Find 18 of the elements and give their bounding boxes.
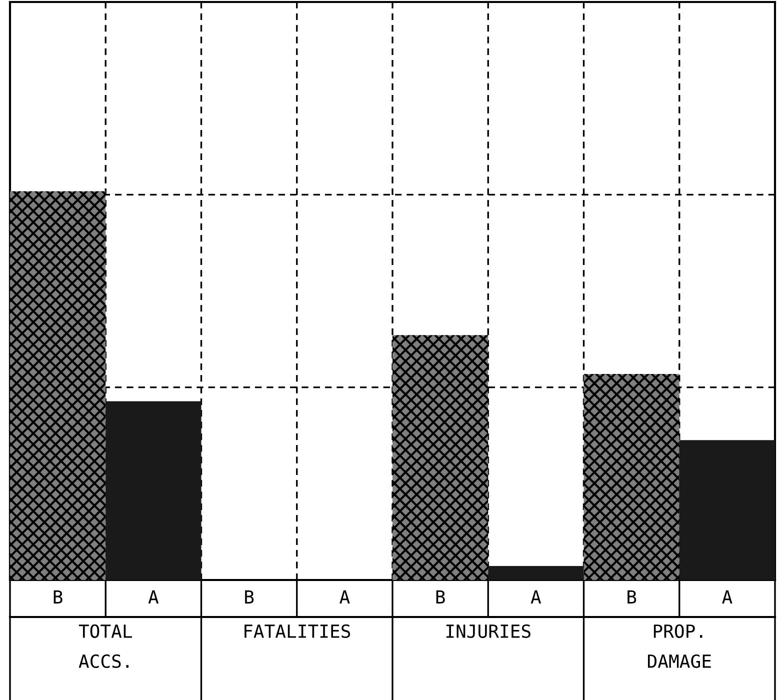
text: B <box>628 590 636 604</box>
text: B <box>436 590 445 604</box>
series-label: A <box>148 590 159 604</box>
bar <box>106 401 202 580</box>
bar <box>584 374 680 580</box>
x-tick-label: PROP. DAMAGE <box>648 624 711 668</box>
bar <box>679 440 775 580</box>
bar <box>488 566 584 580</box>
series-label: B <box>54 590 62 604</box>
x-tick-label: INJURIES <box>446 624 530 638</box>
text: A <box>340 590 350 604</box>
text: B <box>245 590 254 604</box>
text: A <box>722 590 732 604</box>
x-tick-label: TOTAL ACCS. <box>78 624 132 668</box>
bar <box>10 191 106 580</box>
bar <box>392 335 488 580</box>
text: A <box>530 590 542 604</box>
x-tick-label: FATALITIES <box>244 624 350 638</box>
